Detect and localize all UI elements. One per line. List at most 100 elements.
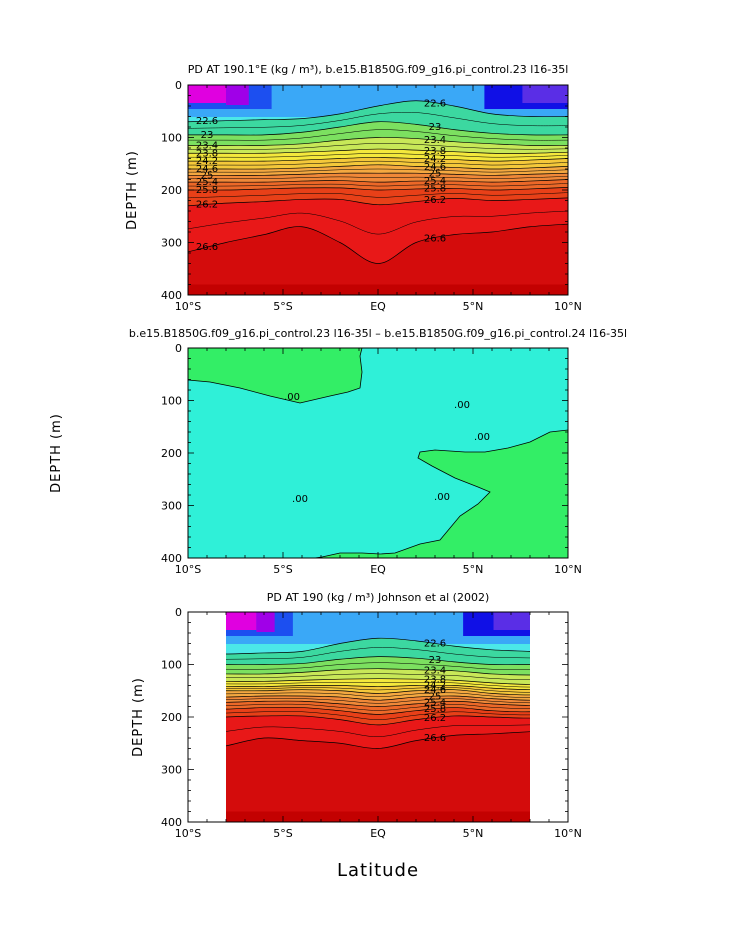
surface-band — [226, 612, 257, 630]
y-tick-label: 400 — [161, 816, 182, 829]
contour-label: .00 — [454, 400, 470, 411]
x-tick-label: EQ — [370, 827, 386, 840]
contour-label: 25 — [201, 170, 214, 181]
contour-line — [226, 689, 530, 696]
contour-line — [226, 647, 530, 660]
panel-2-ylabel: DEPTH (m) — [49, 413, 64, 493]
contour-label: 25.4 — [424, 176, 446, 187]
contour-label: 24.6 — [424, 685, 446, 696]
contour-line — [226, 637, 530, 655]
contour-label: 25.8 — [424, 184, 446, 195]
y-tick-label: 100 — [161, 395, 182, 408]
x-tick-label: EQ — [370, 300, 386, 313]
contour-line — [188, 148, 568, 154]
contour-line — [226, 695, 530, 701]
contour-label: 25 — [429, 169, 442, 180]
contour-line — [226, 678, 530, 685]
panel-3-axes: 10°S 5°S EQ 5°N 10°N 0 100 200 300 400 — [161, 606, 582, 840]
contour-label: 23.4 — [196, 140, 218, 151]
contour-line — [188, 179, 568, 183]
contour-line — [226, 673, 530, 680]
contour-label: 23.4 — [424, 665, 446, 676]
panel-1: PD AT 190.1°E (kg / m³), b.e15.B1850G.f0… — [125, 63, 582, 313]
contour-line — [188, 168, 568, 173]
x-tick-label: 5°S — [273, 300, 292, 313]
diff-green-top-left — [188, 348, 363, 404]
contour-label: 23.8 — [424, 146, 446, 157]
contour-label: .00 — [284, 392, 300, 403]
contour-label: 22.6 — [424, 639, 446, 650]
panel-2-title: b.e15.B1850G.f09_g16.pi_control.23 l16-3… — [129, 327, 627, 340]
x-axis-label: Latitude — [337, 860, 419, 881]
panel-2-contour-fill — [188, 348, 568, 558]
contour-line — [188, 160, 568, 166]
contour-line — [226, 692, 530, 698]
density-band — [188, 224, 568, 295]
density-band — [226, 731, 530, 822]
panel-3-title: PD AT 190 (kg / m³) Johnson et al (2002) — [267, 591, 490, 604]
surface-band — [522, 85, 568, 103]
contour-label: 24.6 — [196, 164, 218, 175]
panel-1-title: PD AT 190.1°E (kg / m³), b.e15.B1850G.f0… — [188, 63, 569, 76]
contour-line — [188, 176, 568, 180]
y-tick-label: 200 — [161, 711, 182, 724]
y-tick-label: 300 — [161, 237, 182, 250]
contour-line — [226, 715, 530, 726]
contour-line — [226, 662, 530, 671]
contour-label: 23 — [429, 122, 442, 133]
x-tick-label: EQ — [370, 563, 386, 576]
x-tick-label: 10°N — [554, 563, 582, 576]
panel-3-contour-fill — [226, 612, 530, 822]
x-tick-label: 5°N — [463, 300, 484, 313]
contour-label: 26.2 — [424, 713, 446, 724]
y-tick-label: 200 — [161, 184, 182, 197]
contour-line — [188, 183, 568, 187]
y-tick-label: 100 — [161, 659, 182, 672]
contour-label: 25.4 — [424, 698, 446, 709]
contour-line — [226, 724, 530, 737]
x-tick-label: 10°S — [175, 300, 201, 313]
y-tick-label: 300 — [161, 764, 182, 777]
y-tick-label: 0 — [175, 79, 182, 92]
contour-line — [226, 682, 530, 688]
x-tick-label: 5°S — [273, 827, 292, 840]
contour-label: 24.2 — [424, 154, 446, 165]
contour-label: 23 — [429, 655, 442, 666]
panel-2-contour-labels: .00 .00 .00 .00 .00 — [284, 392, 490, 505]
panel-2: b.e15.B1850G.f09_g16.pi_control.23 l16-3… — [49, 327, 627, 576]
contour-line — [188, 137, 568, 146]
contour-label: .00 — [474, 432, 490, 443]
panel-3: PD AT 190 (kg / m³) Johnson et al (2002)… — [131, 591, 582, 881]
contour-line — [226, 698, 530, 704]
contour-label: 25.8 — [196, 185, 218, 196]
y-tick-label: 400 — [161, 552, 182, 565]
y-tick-label: 0 — [175, 342, 182, 355]
surface-band — [493, 612, 530, 630]
x-tick-label: 5°N — [463, 827, 484, 840]
contour-line — [226, 700, 530, 707]
diff-green-lower-right — [261, 429, 568, 558]
y-tick-label: 100 — [161, 132, 182, 145]
contour-line — [188, 223, 568, 264]
no-data-region — [189, 613, 226, 821]
contour-line — [226, 731, 530, 749]
contour-line — [226, 711, 530, 720]
panel-2-axes: 10°S 5°S EQ 5°N 10°N 0 100 200 300 400 — [161, 342, 582, 576]
x-tick-label: 10°S — [175, 827, 201, 840]
contour-line — [226, 687, 530, 693]
contour-label: 26.6 — [424, 733, 446, 744]
contour-line — [188, 210, 568, 235]
y-tick-label: 400 — [161, 289, 182, 302]
contour-line — [188, 164, 568, 170]
contour-label: .00 — [434, 492, 450, 503]
contour-line — [226, 684, 530, 691]
contour-label: 25.4 — [196, 177, 218, 188]
contour-line — [226, 668, 530, 676]
panel-1-axes: 10°S 5°S EQ 5°N 10°N 0 100 200 300 400 — [161, 79, 582, 313]
x-tick-label: 5°S — [273, 563, 292, 576]
panel-1-ylabel: DEPTH (m) — [125, 150, 140, 230]
contour-line — [188, 129, 568, 141]
contour-line — [188, 100, 568, 123]
contour-label: 24.2 — [424, 681, 446, 692]
